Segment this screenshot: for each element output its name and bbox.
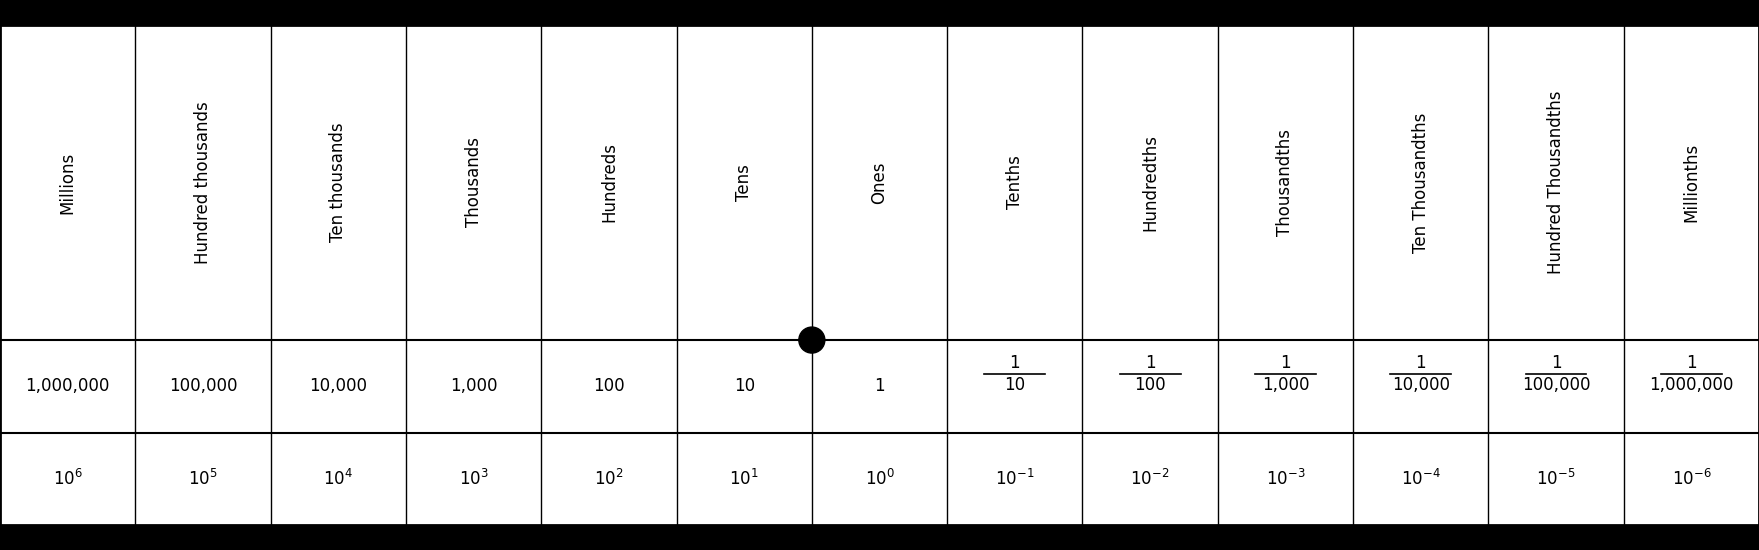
Text: Millions: Millions xyxy=(58,151,77,213)
Text: $10^{3}$: $10^{3}$ xyxy=(459,469,489,489)
Text: $10^{4}$: $10^{4}$ xyxy=(324,469,354,489)
Text: 1: 1 xyxy=(1010,354,1020,372)
Text: Ten thousands: Ten thousands xyxy=(329,123,347,242)
Text: Thousandths: Thousandths xyxy=(1277,129,1295,236)
Text: $10^{1}$: $10^{1}$ xyxy=(730,469,760,489)
Text: 10: 10 xyxy=(1004,376,1025,394)
Text: Ten Thousandths: Ten Thousandths xyxy=(1412,112,1430,252)
Text: 1: 1 xyxy=(1281,354,1291,372)
Bar xyxy=(0,0,1759,25)
Text: 1: 1 xyxy=(874,377,885,395)
Text: 1,000,000: 1,000,000 xyxy=(25,377,109,395)
Text: 100,000: 100,000 xyxy=(1522,376,1590,394)
Text: Tens: Tens xyxy=(735,164,753,201)
Text: 100: 100 xyxy=(593,377,624,395)
Text: Hundred thousands: Hundred thousands xyxy=(193,101,213,264)
Text: 10: 10 xyxy=(734,377,755,395)
Text: 1: 1 xyxy=(1416,354,1427,372)
Text: $10^{-2}$: $10^{-2}$ xyxy=(1131,469,1170,489)
Text: $10^{2}$: $10^{2}$ xyxy=(595,469,624,489)
Text: 100,000: 100,000 xyxy=(169,377,237,395)
Text: Hundred Thousandths: Hundred Thousandths xyxy=(1546,91,1566,274)
Text: $10^{-3}$: $10^{-3}$ xyxy=(1266,469,1305,489)
Text: Tenths: Tenths xyxy=(1006,156,1024,210)
Text: 1: 1 xyxy=(1551,354,1562,372)
Text: Hundreds: Hundreds xyxy=(600,142,617,222)
Bar xyxy=(0,525,1759,550)
Text: Thousands: Thousands xyxy=(464,138,482,227)
Text: Ones: Ones xyxy=(871,161,888,204)
Text: $10^{-6}$: $10^{-6}$ xyxy=(1671,469,1712,489)
Text: 10,000: 10,000 xyxy=(310,377,368,395)
Text: 1: 1 xyxy=(1145,354,1156,372)
Ellipse shape xyxy=(799,327,825,353)
Text: 1,000: 1,000 xyxy=(1261,376,1309,394)
Text: $10^{-1}$: $10^{-1}$ xyxy=(996,469,1034,489)
Text: $10^{0}$: $10^{0}$ xyxy=(864,469,895,489)
Text: 10,000: 10,000 xyxy=(1391,376,1449,394)
Text: 1,000,000: 1,000,000 xyxy=(1650,376,1734,394)
Text: 1,000: 1,000 xyxy=(450,377,498,395)
Text: $10^{6}$: $10^{6}$ xyxy=(53,469,83,489)
Text: $10^{-4}$: $10^{-4}$ xyxy=(1400,469,1441,489)
Text: Millionths: Millionths xyxy=(1682,143,1701,222)
Text: 100: 100 xyxy=(1135,376,1166,394)
Text: 1: 1 xyxy=(1687,354,1697,372)
Text: $10^{-5}$: $10^{-5}$ xyxy=(1536,469,1576,489)
Text: Hundredths: Hundredths xyxy=(1142,134,1159,231)
Text: $10^{5}$: $10^{5}$ xyxy=(188,469,218,489)
